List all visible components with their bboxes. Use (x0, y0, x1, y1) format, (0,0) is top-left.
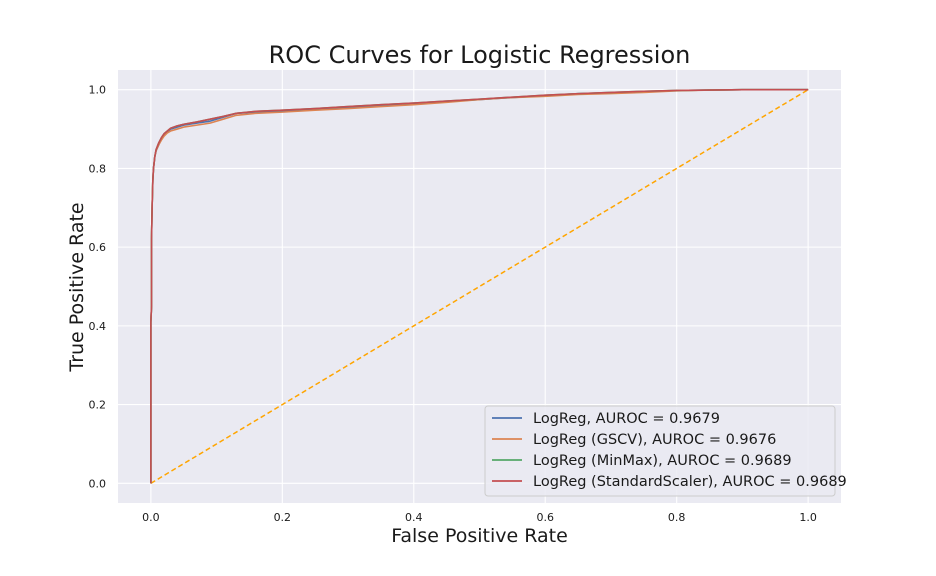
y-tick-label-1: 0.2 (89, 399, 107, 412)
x-tick-labels: 0.0 0.2 0.4 0.6 0.8 1.0 (142, 511, 817, 524)
series-lines (150, 88, 809, 484)
x-tick-label-1: 0.2 (274, 511, 292, 524)
y-tick-label-4: 0.8 (89, 162, 107, 175)
chart-title: ROC Curves for Logistic Regression (269, 41, 691, 69)
x-tick-label-2: 0.4 (405, 511, 423, 524)
legend-label-1: LogReg (GSCV), AUROC = 0.9676 (533, 432, 776, 448)
y-tick-label-5: 1.0 (89, 84, 107, 97)
y-tick-labels: 0.0 0.2 0.4 0.6 0.8 1.0 (89, 84, 107, 491)
x-tick-label-3: 0.6 (536, 511, 554, 524)
x-tick-label-0: 0.0 (142, 511, 160, 524)
y-tick-label-0: 0.0 (89, 477, 107, 490)
legend-label-0: LogReg, AUROC = 0.9679 (533, 411, 720, 427)
x-tick-label-4: 0.8 (668, 511, 686, 524)
legend: LogReg, AUROC = 0.9679 LogReg (GSCV), AUR… (484, 405, 847, 497)
legend-label-3: LogReg (StandardScaler), AUROC = 0.9689 (533, 474, 847, 490)
legend-box (484, 405, 836, 497)
series-line-3 (150, 88, 809, 484)
y-tick-label-2: 0.4 (89, 320, 107, 333)
y-tick-label-3: 0.6 (89, 241, 107, 254)
y-axis-label: True Positive Rate (66, 202, 88, 372)
legend-label-2: LogReg (MinMax), AUROC = 0.9689 (533, 453, 792, 469)
x-axis-label: False Positive Rate (391, 525, 568, 547)
x-tick-label-5: 1.0 (799, 511, 817, 524)
